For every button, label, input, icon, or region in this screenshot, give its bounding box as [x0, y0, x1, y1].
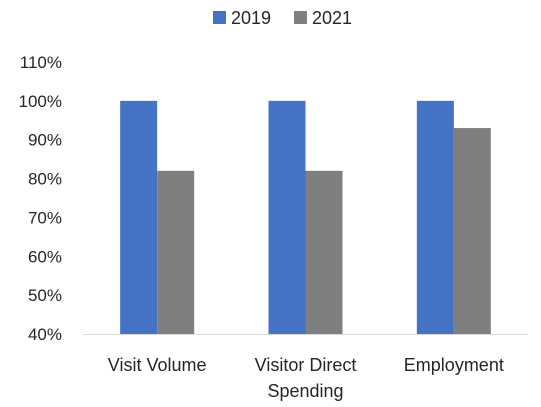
- x-axis: Visit Volume Visitor Direct Spending Employ…: [108, 355, 504, 401]
- x-tick-label: Visit Volume: [108, 355, 207, 375]
- bars: [120, 100, 491, 334]
- bar-2019: [416, 100, 454, 334]
- legend: 2019 2021: [213, 8, 352, 28]
- legend-label: 2019: [231, 8, 271, 28]
- y-tick-label: 60%: [28, 247, 62, 266]
- y-tick-label: 70%: [28, 208, 62, 227]
- y-tick-label: 80%: [28, 170, 62, 189]
- bar-2019: [268, 100, 306, 334]
- legend-swatch-2019: [213, 11, 226, 24]
- y-tick-label: 50%: [28, 286, 62, 305]
- bar-2021: [305, 170, 343, 334]
- bar-2021: [453, 128, 491, 334]
- bar-2021: [157, 170, 195, 334]
- bar-2019: [120, 100, 158, 334]
- y-tick-label: 110%: [20, 53, 62, 72]
- x-tick-label: Visitor Direct: [255, 355, 357, 375]
- x-tick-label: Employment: [404, 355, 504, 375]
- legend-swatch-2021: [294, 11, 307, 24]
- x-tick-label: Spending: [267, 381, 343, 401]
- y-tick-label: 90%: [28, 131, 62, 150]
- y-axis: 40% 50% 60% 70% 80% 90% 100% 110%: [19, 53, 62, 344]
- y-tick-label: 100%: [19, 92, 62, 111]
- legend-label: 2021: [312, 8, 352, 28]
- y-tick-label: 40%: [28, 325, 62, 344]
